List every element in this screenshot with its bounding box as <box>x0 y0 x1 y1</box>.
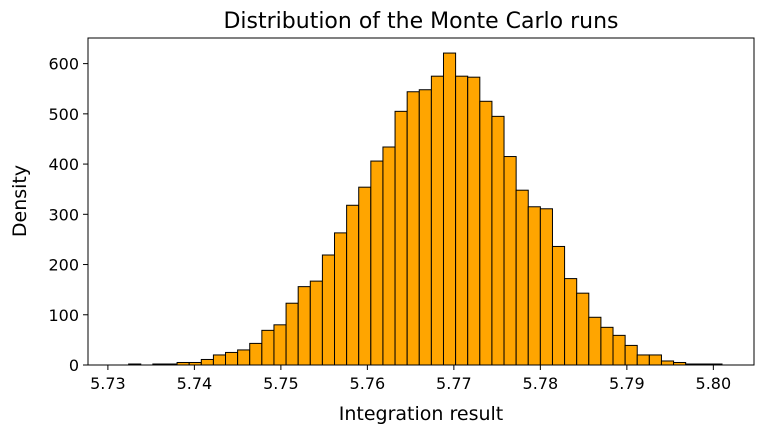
x-tick-label: 5.78 <box>523 374 559 393</box>
x-tick-label: 5.80 <box>696 374 732 393</box>
histogram-bar <box>321 254 336 366</box>
histogram-bar <box>225 351 239 366</box>
histogram-bar <box>406 91 420 366</box>
histogram-bar <box>261 329 275 366</box>
y-axis-ticks: 0 100 200 300 400 500 600 <box>48 55 88 375</box>
histogram-bar <box>273 324 287 366</box>
histogram-bar <box>430 75 444 366</box>
x-axis-label: Integration result <box>339 403 504 425</box>
histogram-bar <box>527 206 541 366</box>
histogram-bar <box>346 204 360 366</box>
histogram-bar <box>624 344 638 366</box>
histogram-bar <box>200 358 214 366</box>
y-tick-label: 600 <box>48 55 79 74</box>
x-tick-label: 5.75 <box>263 374 299 393</box>
histogram-bar <box>394 110 408 366</box>
histogram-bar <box>636 354 650 366</box>
histogram-bar <box>491 115 505 366</box>
histogram-bar <box>237 349 251 366</box>
y-tick-label: 0 <box>69 356 79 375</box>
histogram-bar <box>442 52 457 366</box>
chart-title: Distribution of the Monte Carlo runs <box>223 9 618 34</box>
y-tick-label: 200 <box>48 256 79 275</box>
histogram-bar <box>455 75 469 366</box>
histogram-bar <box>212 354 227 366</box>
histogram-bar <box>648 354 662 366</box>
histogram-bar <box>334 232 348 366</box>
histogram-bar <box>297 286 311 366</box>
y-tick-label: 400 <box>48 155 79 174</box>
histogram-bar <box>382 146 396 366</box>
histogram-bar <box>418 89 432 366</box>
histogram-bar <box>612 334 626 366</box>
y-tick-label: 300 <box>48 205 79 224</box>
histogram-bar <box>515 189 529 366</box>
y-tick-label: 100 <box>48 306 79 325</box>
histogram-bar <box>539 208 553 366</box>
histogram-bar <box>467 76 481 366</box>
x-tick-label: 5.76 <box>350 374 386 393</box>
y-axis-label: Density <box>9 165 31 237</box>
x-tick-label: 5.73 <box>90 374 126 393</box>
histogram-bar <box>588 316 602 366</box>
histogram-bar <box>479 100 493 366</box>
histogram-bar <box>551 245 566 366</box>
histogram-bar <box>285 302 299 366</box>
x-axis-ticks: 5.73 5.74 5.75 5.76 5.77 5.78 5.79 5.80 <box>90 365 731 393</box>
histogram-bar <box>576 292 590 366</box>
x-tick-label: 5.77 <box>436 374 472 393</box>
plot-frame <box>87 37 755 366</box>
x-tick-label: 5.74 <box>177 374 213 393</box>
y-tick-label: 500 <box>48 105 79 124</box>
histogram-bar <box>249 342 263 366</box>
bars-group <box>128 52 723 366</box>
x-tick-label: 5.79 <box>609 374 645 393</box>
histogram-bar <box>600 326 614 366</box>
histogram-bar <box>358 186 372 366</box>
histogram-bar <box>370 160 384 366</box>
histogram-bar <box>660 360 675 366</box>
histogram-bar <box>309 280 323 366</box>
histogram-bar <box>564 278 578 366</box>
histogram-bar <box>503 156 517 366</box>
